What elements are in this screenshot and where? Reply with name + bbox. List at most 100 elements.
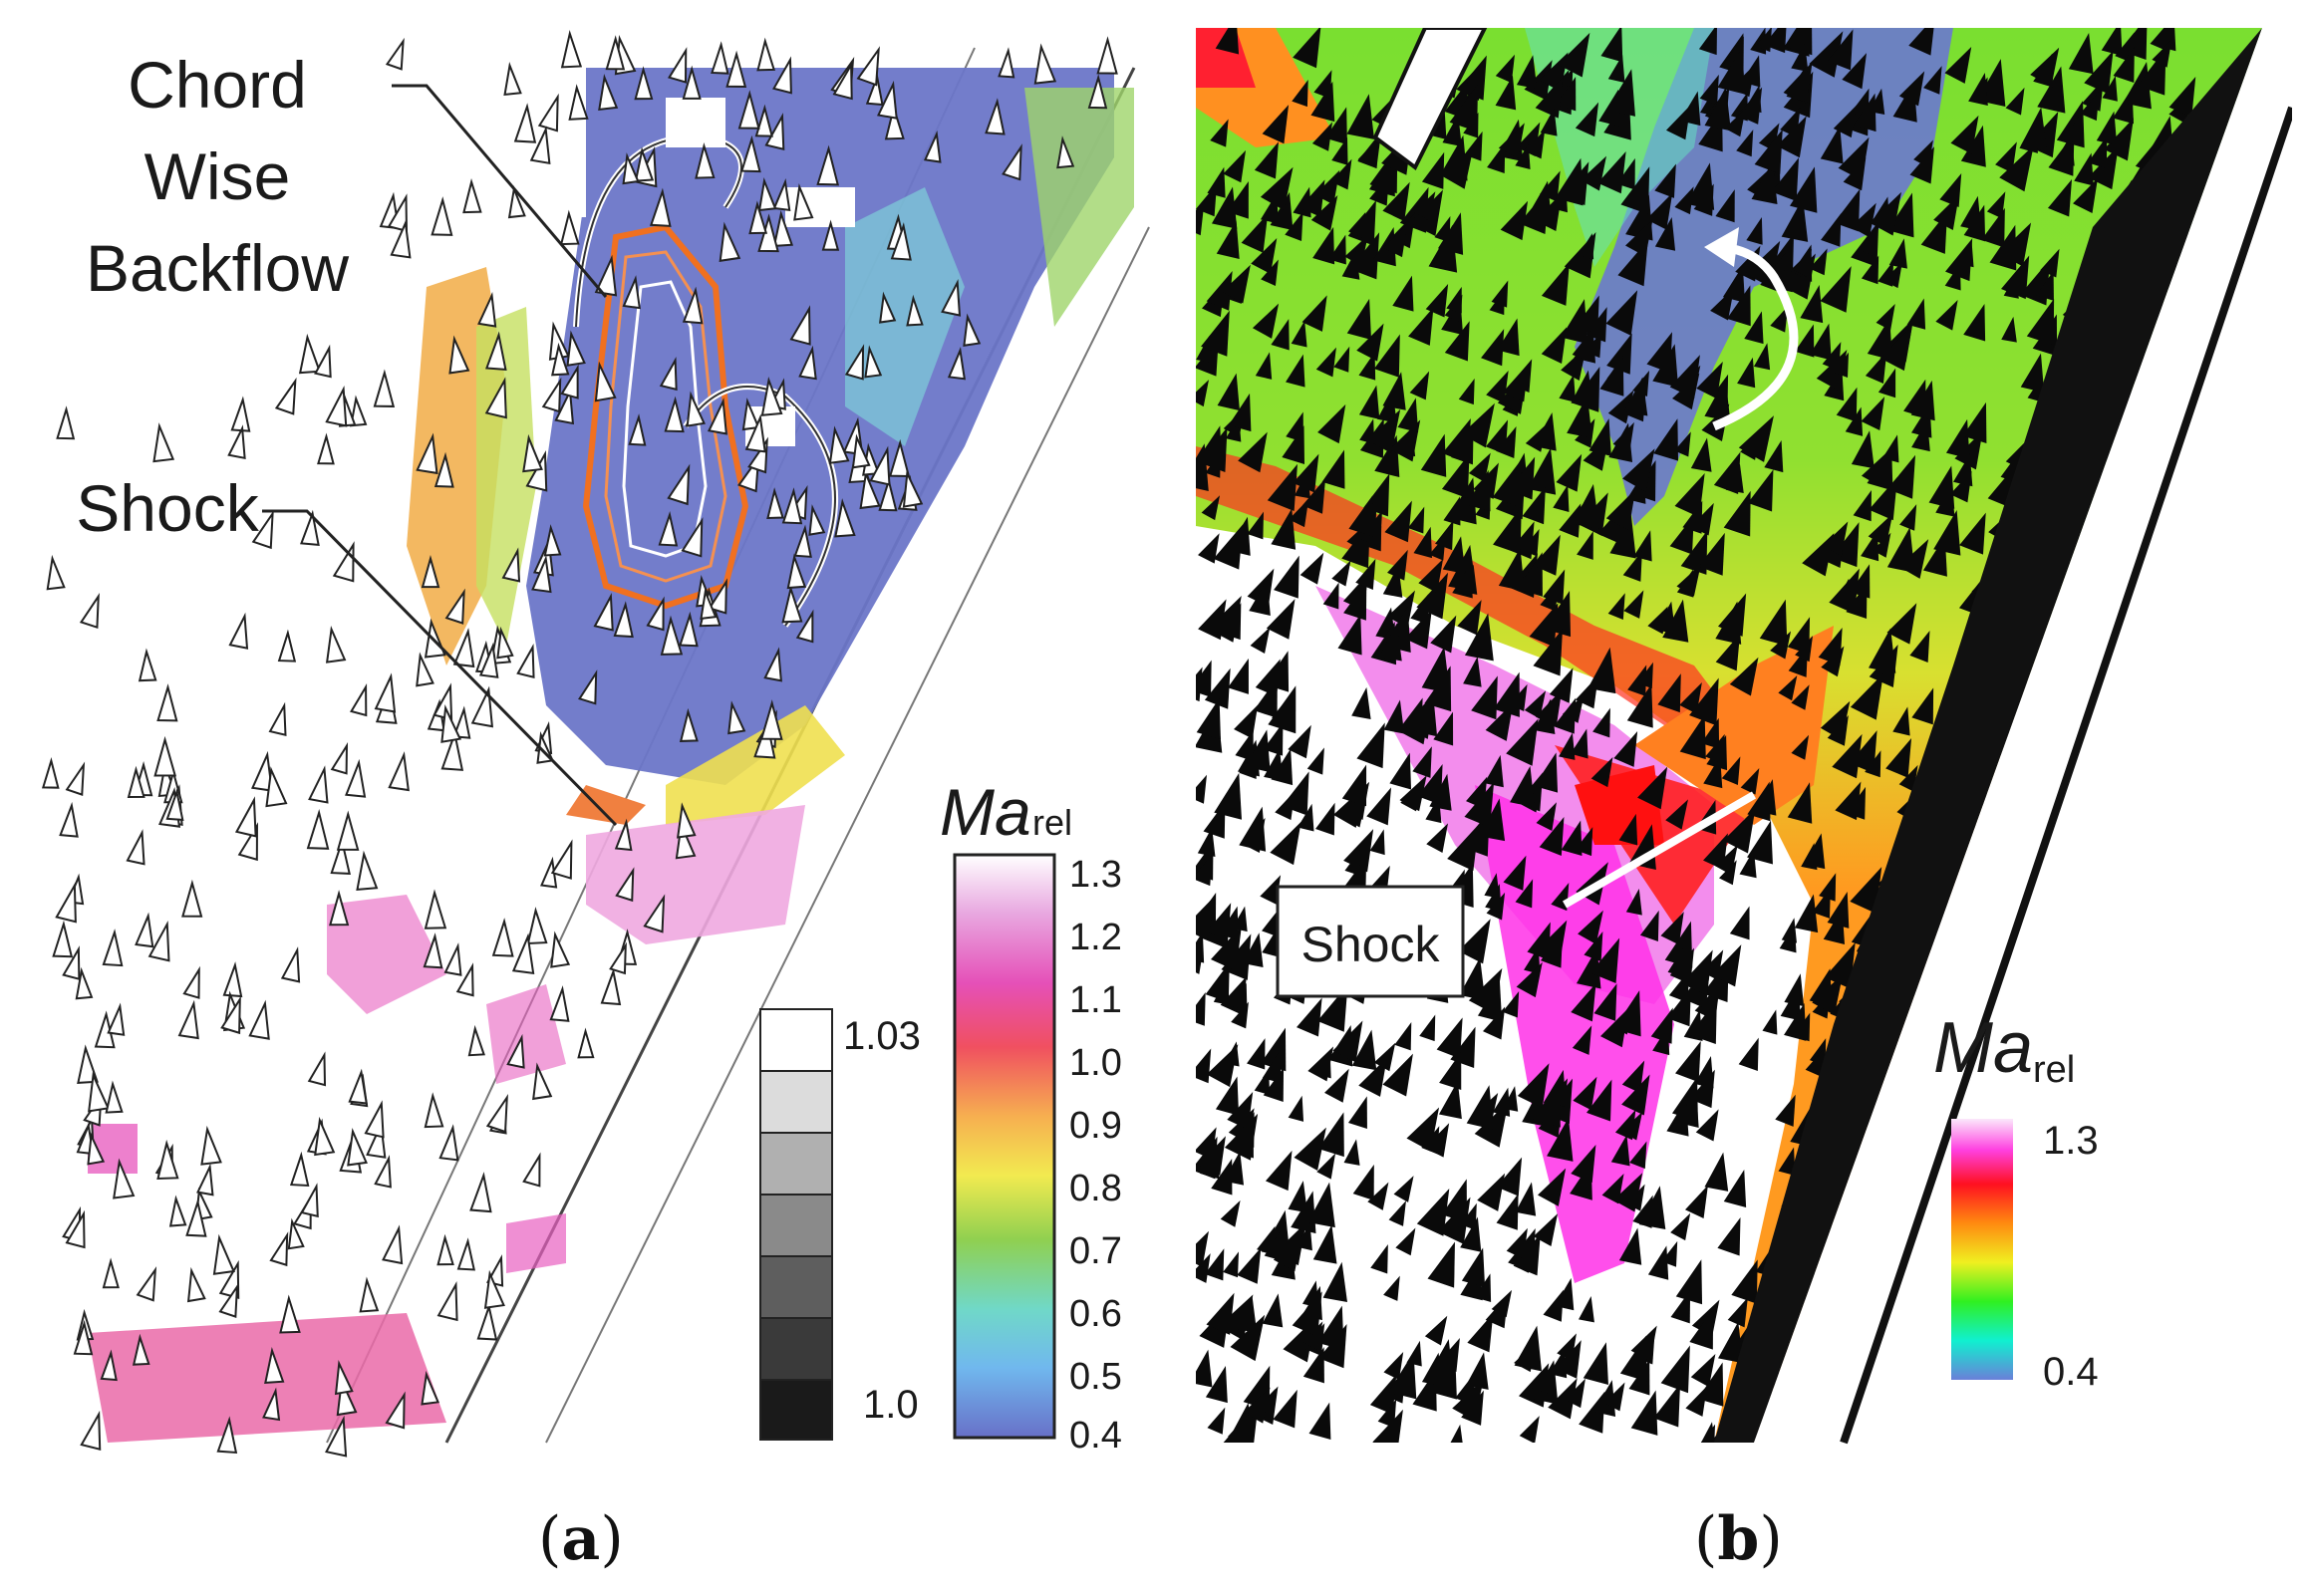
velocity-vector-glyph: [1981, 207, 2005, 248]
velocity-vector-glyph: [1805, 1048, 1825, 1077]
velocity-vector-glyph: [1506, 718, 1539, 766]
velocity-vector-glyph: [1367, 1182, 1389, 1210]
velocity-vector-glyph: [1442, 536, 1466, 574]
velocity-vector-glyph: [287, 1217, 305, 1250]
velocity-vector-glyph: [2166, 492, 2197, 536]
velocity-vector-glyph: [1207, 596, 1242, 643]
velocity-vector-glyph: [1420, 433, 1447, 477]
velocity-vector-glyph: [436, 1233, 454, 1266]
velocity-vector-glyph: [1770, 631, 1792, 660]
velocity-vector-glyph: [306, 809, 330, 850]
velocity-vector-glyph: [537, 93, 559, 133]
velocity-vector-glyph: [2093, 847, 2125, 895]
velocity-vector-glyph: [126, 829, 145, 866]
velocity-vector-glyph: [348, 1068, 368, 1105]
velocity-vector-glyph: [550, 931, 571, 968]
velocity-vector-glyph: [87, 1132, 106, 1166]
backflow-arrow-b: [1712, 242, 1799, 431]
velocity-vector-glyph: [1033, 43, 1057, 85]
velocity-vector-glyph: [1437, 1197, 1471, 1244]
velocity-vector-glyph: [1466, 1085, 1494, 1130]
velocity-vector-glyph: [1729, 906, 1750, 940]
velocity-vector-glyph: [1877, 368, 1896, 399]
velocity-vector-glyph: [1740, 767, 1760, 795]
velocity-vector-glyph: [1383, 699, 1405, 734]
velocity-vector-glyph: [844, 344, 865, 381]
velocity-vector-glyph: [1711, 944, 1742, 987]
velocity-vector-glyph: [1348, 211, 1366, 238]
velocity-vector-glyph: [1346, 298, 1372, 341]
velocity-vector-glyph: [385, 37, 405, 71]
velocity-vector-glyph: [1367, 408, 1401, 454]
velocity-vector-glyph: [1573, 1076, 1597, 1111]
velocity-vector-glyph: [1312, 226, 1335, 265]
velocity-vector-glyph: [1452, 1379, 1484, 1422]
velocity-vector-glyph: [41, 756, 60, 789]
label-shock-a: Shock: [76, 471, 259, 545]
velocity-vector-glyph: [1753, 831, 1772, 863]
velocity-vector-glyph: [1654, 217, 1676, 251]
velocity-vector-glyph: [2068, 1229, 2091, 1261]
velocity-vector-glyph: [1056, 135, 1075, 169]
velocity-vector-glyph: [2082, 1415, 2113, 1443]
velocity-vector-glyph: [1554, 697, 1577, 734]
velocity-vector-glyph: [2102, 1157, 2132, 1205]
velocity-vector-glyph: [1535, 689, 1563, 727]
velocity-vector-glyph: [1442, 417, 1471, 464]
velocity-vector-glyph: [1845, 406, 1864, 436]
velocity-vector-glyph: [1629, 1141, 1647, 1170]
velocity-vector-glyph: [1812, 973, 1844, 1015]
velocity-vector-glyph: [1228, 393, 1252, 432]
velocity-vector-glyph: [280, 946, 301, 983]
velocity-vector-glyph: [1820, 266, 1852, 313]
velocity-vector-glyph: [667, 463, 691, 506]
velocity-vector-glyph: [2154, 1095, 2178, 1136]
velocity-vector-glyph: [1533, 1080, 1561, 1128]
velocity-vector-glyph: [65, 761, 86, 796]
velocity-vector-glyph: [1690, 1353, 1716, 1388]
velocity-vector-glyph: [1383, 1275, 1400, 1301]
velocity-vector-glyph: [1351, 686, 1371, 719]
velocity-vector-glyph: [1704, 378, 1731, 421]
velocity-vector-glyph: [1210, 119, 1229, 147]
velocity-vector-glyph: [1795, 636, 1814, 663]
velocity-vector-glyph: [554, 388, 575, 425]
velocity-vector-glyph: [550, 839, 573, 880]
velocity-vector-glyph: [1578, 233, 1594, 260]
velocity-vector-glyph: [2100, 936, 2124, 971]
velocity-vector-glyph: [646, 596, 665, 632]
velocity-vector-glyph: [766, 487, 784, 520]
velocity-vector-glyph: [113, 1158, 136, 1199]
velocity-vector-glyph: [2143, 567, 2164, 594]
velocity-vector-glyph: [2156, 1021, 2184, 1070]
velocity-vector-glyph: [1655, 601, 1676, 635]
velocity-vector-glyph: [1510, 765, 1535, 808]
velocity-vector-glyph: [1695, 1109, 1719, 1142]
velocity-vector-glyph: [1689, 677, 1719, 726]
velocity-vector-glyph: [1584, 931, 1603, 962]
velocity-vector-glyph: [1231, 982, 1248, 1011]
velocity-vector-glyph: [1416, 702, 1438, 737]
velocity-vector-glyph: [2127, 731, 2155, 777]
velocity-vector-glyph: [1409, 371, 1430, 400]
velocity-vector-glyph: [1416, 1189, 1450, 1236]
velocity-vector-glyph: [1332, 1020, 1363, 1063]
velocity-vector-glyph: [1626, 683, 1653, 728]
velocity-vector-glyph: [1247, 511, 1264, 540]
velocity-vector-glyph: [1679, 91, 1701, 127]
velocity-vector-glyph: [1196, 896, 1216, 941]
velocity-vector-glyph: [1477, 1173, 1506, 1211]
velocity-vector-glyph: [1911, 687, 1934, 725]
velocity-vector-glyph: [1387, 549, 1408, 581]
velocity-vector-glyph: [1679, 714, 1706, 760]
velocity-vector-glyph: [864, 345, 883, 379]
velocity-vector-glyph: [1612, 1173, 1643, 1212]
velocity-vector-glyph: [1359, 418, 1375, 444]
colorbar-b-gradient: [1951, 1119, 2013, 1380]
velocity-vector-glyph: [614, 818, 633, 852]
velocity-vector-glyph: [1887, 454, 1916, 499]
velocity-vector-glyph: [107, 1002, 126, 1036]
colorbar-b-max: 1.3: [2043, 1119, 2099, 1163]
velocity-vector-glyph: [1239, 806, 1267, 852]
velocity-vector-glyph: [1424, 1123, 1450, 1158]
